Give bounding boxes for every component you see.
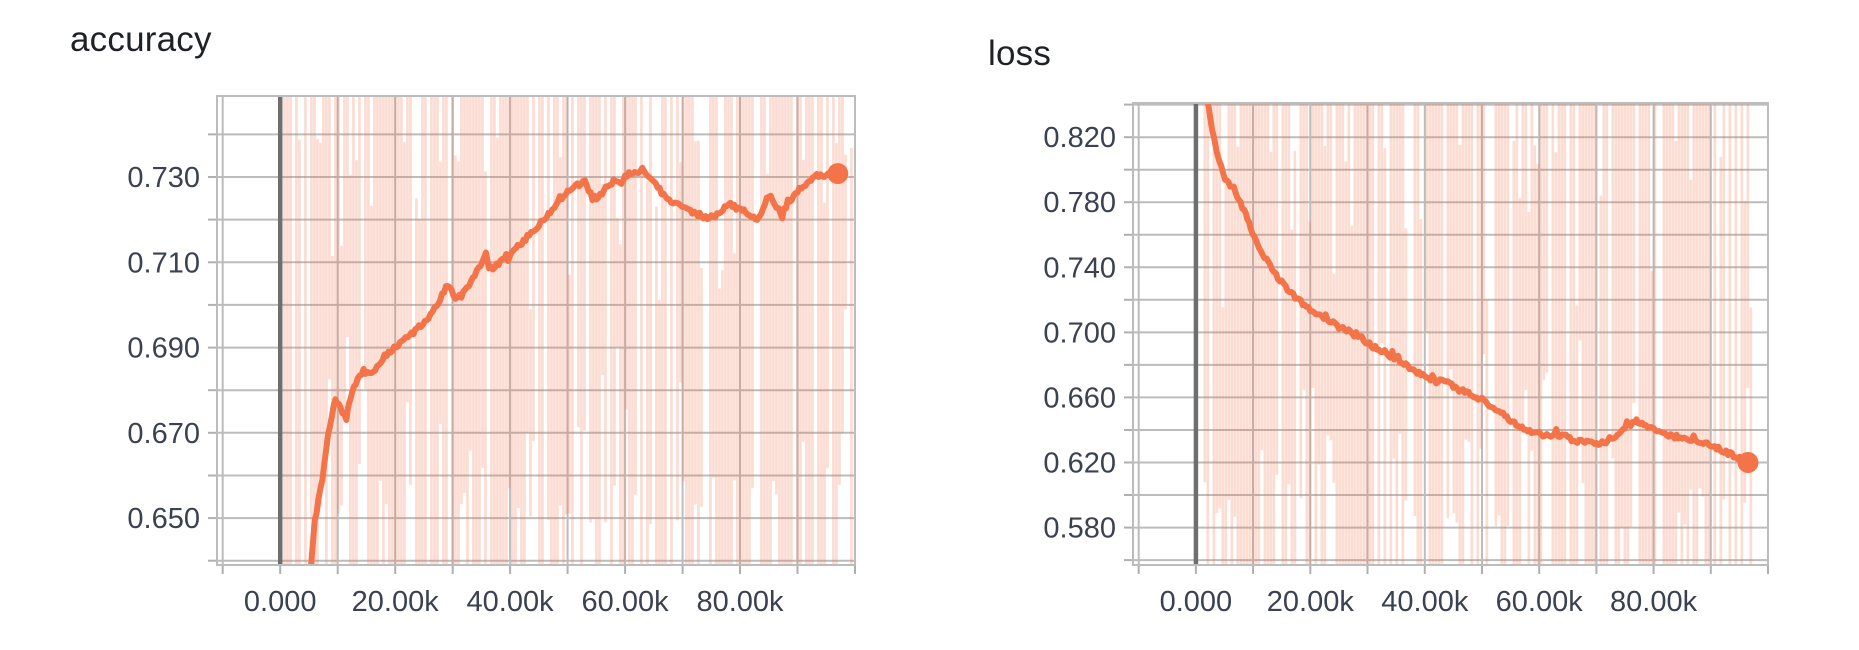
smoothed-line <box>1205 103 1750 466</box>
raw-band <box>1203 103 1753 565</box>
y-tick-label: 0.650 <box>127 503 200 535</box>
x-tick-label: 0.000 <box>244 586 317 618</box>
y-tick-label: 0.700 <box>1043 317 1116 349</box>
plot-frame <box>1132 102 1769 566</box>
y-tick-label: 0.580 <box>1043 513 1116 545</box>
endpoint-dot <box>1737 452 1759 473</box>
smoothed-line <box>308 164 839 565</box>
raw-band <box>283 96 853 565</box>
x-tick-label: 0.000 <box>1160 586 1233 618</box>
x-tick-label: 80.00k <box>696 586 784 618</box>
plot-frame <box>216 95 856 566</box>
y-tick-label: 0.780 <box>1043 187 1116 219</box>
x-tick-label: 40.00k <box>1381 586 1469 618</box>
y-tick-label: 0.740 <box>1043 252 1116 284</box>
tick-labels: 0.580 0.620 0.660 0.700 0.740 0.780 0.820 0.000… <box>1043 122 1697 618</box>
y-tick-label: 0.730 <box>127 162 200 194</box>
y-tick-label: 0.820 <box>1043 122 1116 154</box>
x-tick-label: 20.00k <box>352 586 440 618</box>
axis-ticks <box>1124 103 1769 574</box>
x-tick-label: 80.00k <box>1610 586 1698 618</box>
y-tick-label: 0.690 <box>127 333 200 365</box>
gridlines <box>1133 103 1769 565</box>
x-tick-label: 20.00k <box>1267 586 1355 618</box>
y-tick-label: 0.710 <box>127 247 200 279</box>
y-tick-label: 0.670 <box>127 418 200 450</box>
x-tick-label: 60.00k <box>582 586 670 618</box>
tick-labels: 0.650 0.670 0.690 0.710 0.730 0.000 20.00k 40.0… <box>127 162 784 618</box>
chart-title-accuracy: accuracy <box>70 20 212 59</box>
x-tick-label: 40.00k <box>467 586 555 618</box>
endpoint-dot <box>827 163 849 185</box>
axis-ticks <box>208 133 856 574</box>
y-tick-label: 0.620 <box>1043 448 1116 480</box>
x-tick-label: 60.00k <box>1496 586 1584 618</box>
y-tick-label: 0.660 <box>1043 382 1116 414</box>
chart-title-loss: loss <box>988 34 1052 73</box>
